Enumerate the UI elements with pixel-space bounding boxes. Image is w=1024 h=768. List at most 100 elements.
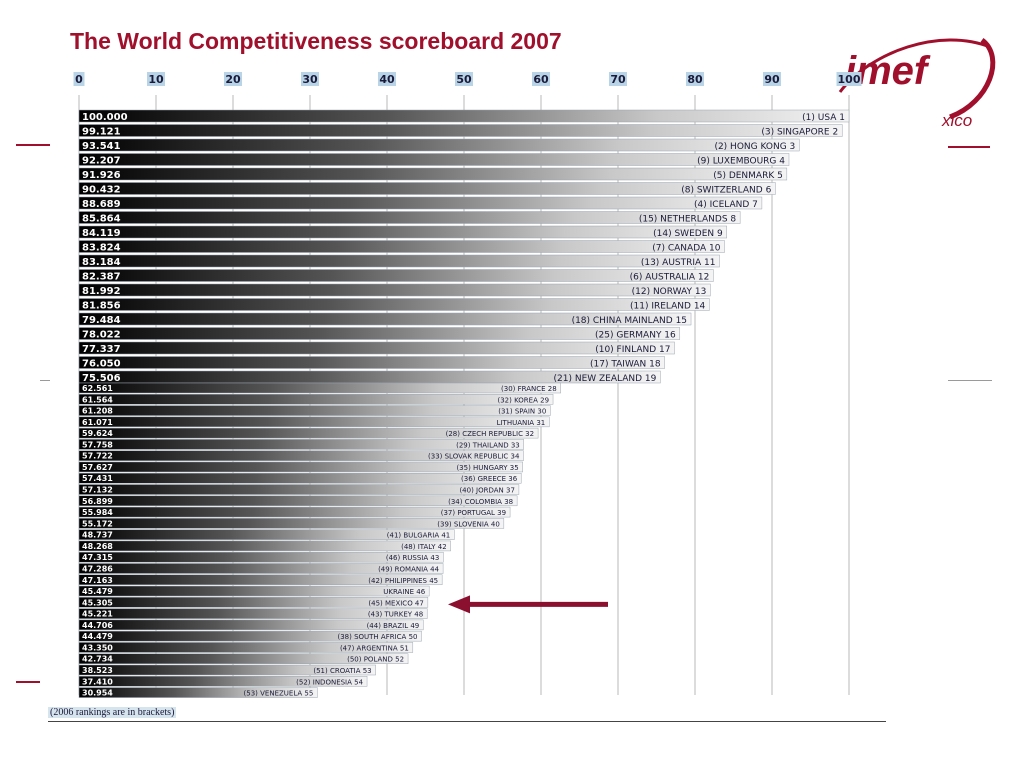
bar xyxy=(78,551,444,563)
bar-score-label: 57.431 xyxy=(82,474,113,483)
x-tick-label: 10 xyxy=(148,73,164,86)
bar xyxy=(78,312,692,326)
tick-label-bg xyxy=(609,72,627,86)
bar-score-label: 43.350 xyxy=(82,643,113,652)
bar xyxy=(78,439,524,450)
logo-subtext: xico xyxy=(941,111,972,130)
bar-score-label: 38.523 xyxy=(82,666,113,675)
bar-score-label: 48.737 xyxy=(82,531,113,540)
bar-country-label: (21) NEW ZEALAND 19 xyxy=(554,374,657,384)
tick-label-bg xyxy=(763,72,781,86)
right-accent-line-top xyxy=(948,146,990,148)
bar-score-label: 57.722 xyxy=(82,452,113,461)
tick-label-bg xyxy=(455,72,473,86)
bar-score-label: 88.689 xyxy=(82,199,121,210)
bar xyxy=(78,109,850,123)
bar-score-label: 48.268 xyxy=(82,542,113,551)
bar-score-label: 99.121 xyxy=(82,127,121,138)
bar xyxy=(78,254,720,268)
bar xyxy=(78,450,524,461)
bar xyxy=(78,495,518,507)
bar-country-label: (11) IRELAND 14 xyxy=(630,302,706,312)
bar xyxy=(78,676,368,687)
bar xyxy=(78,416,550,428)
bar xyxy=(78,642,414,653)
bar xyxy=(78,138,800,152)
bar-score-label: 93.541 xyxy=(82,141,121,152)
bar-score-label: 81.992 xyxy=(82,286,121,297)
bar-score-label: 62.561 xyxy=(82,384,113,393)
bar-country-label: (25) GERMANY 16 xyxy=(595,331,676,341)
bar-country-label: (14) SWEDEN 9 xyxy=(653,229,723,239)
x-tick-label: 60 xyxy=(533,73,549,86)
bar-country-label: (30) FRANCE 28 xyxy=(501,385,557,393)
x-tick-label: 100 xyxy=(838,73,861,86)
bar-country-label: (48) ITALY 42 xyxy=(401,543,447,551)
x-tick-label: 20 xyxy=(225,73,241,86)
bar-country-label: (7) CANADA 10 xyxy=(652,244,720,254)
bar-country-label: (47) ARGENTINA 51 xyxy=(340,644,409,652)
bar xyxy=(78,585,430,597)
bar-country-label: (51) CROATIA 53 xyxy=(313,667,371,675)
bar-score-label: 42.734 xyxy=(82,655,113,664)
bar-score-label: 30.954 xyxy=(82,689,113,698)
bar-country-label: (4) ICELAND 7 xyxy=(694,200,758,210)
bar-country-label: (28) CZECH REPUBLIC 32 xyxy=(446,430,535,438)
right-divider-line xyxy=(948,380,992,381)
highlight-arrow-head xyxy=(448,595,470,614)
bar xyxy=(78,563,444,574)
bar-score-label: 45.221 xyxy=(82,610,113,619)
bar-country-label: (46) RUSSIA 43 xyxy=(386,554,439,562)
bar xyxy=(78,687,318,698)
bar-country-label: (13) AUSTRIA 11 xyxy=(641,258,716,268)
bar-country-label: (1) USA 1 xyxy=(802,113,845,123)
x-tick-label: 80 xyxy=(687,73,703,86)
bar-country-label: (52) INDONESIA 54 xyxy=(296,678,363,686)
bar xyxy=(78,269,714,282)
bar xyxy=(78,653,409,664)
bar-score-label: 56.899 xyxy=(82,497,113,506)
bar xyxy=(78,240,725,253)
bar-country-label: (44) BRAZIL 49 xyxy=(367,622,420,630)
left-divider-line xyxy=(40,380,50,381)
bar-country-label: (12) NORWAY 13 xyxy=(632,287,707,297)
bar-country-label: (39) SLOVENIA 40 xyxy=(437,520,500,528)
bar-country-label: (29) THAILAND 33 xyxy=(456,441,520,449)
bar-country-label: (35) HUNGARY 35 xyxy=(456,464,518,472)
bar-country-label: (9) LUXEMBOURG 4 xyxy=(697,157,785,167)
x-tick-label: 50 xyxy=(456,73,472,86)
bar-country-label: (18) CHINA MAINLAND 15 xyxy=(572,316,687,326)
bar-score-label: 45.479 xyxy=(82,587,113,596)
bar-country-label: (33) SLOVAK REPUBLIC 34 xyxy=(428,453,520,461)
bar-country-label: (17) TAIWAN 18 xyxy=(590,360,661,370)
bar xyxy=(78,529,455,540)
bar-country-label: (37) PORTUGAL 39 xyxy=(441,509,506,517)
bar-country-label: LITHUANIA 31 xyxy=(497,419,546,427)
bar-score-label: 57.627 xyxy=(82,463,113,472)
bar-score-label: 75.506 xyxy=(82,373,121,384)
x-tick-label: 0 xyxy=(75,73,83,86)
x-tick-label: 90 xyxy=(764,73,780,86)
bar-score-label: 57.758 xyxy=(82,440,113,449)
bar-score-label: 47.163 xyxy=(82,576,113,585)
bar-score-label: 61.208 xyxy=(82,407,113,416)
bar-score-label: 81.856 xyxy=(82,301,121,312)
bar-score-label: 57.132 xyxy=(82,486,113,495)
bar xyxy=(78,382,561,394)
x-tick-label: 40 xyxy=(379,73,395,86)
bar xyxy=(78,540,451,552)
bar-score-label: 47.315 xyxy=(82,553,113,562)
bar-country-label: UKRAINE 46 xyxy=(383,588,425,596)
bottom-rule xyxy=(48,721,886,722)
x-tick-label: 30 xyxy=(302,73,318,86)
bar xyxy=(78,597,429,608)
bar-country-label: (8) SWITZERLAND 6 xyxy=(681,186,771,196)
bar xyxy=(78,153,790,166)
bar-score-label: 82.387 xyxy=(82,272,121,283)
bar xyxy=(78,341,675,355)
bar-country-label: (41) BULGARIA 41 xyxy=(387,532,450,540)
bar-score-label: 37.410 xyxy=(82,677,113,686)
tick-label-bg xyxy=(532,72,550,86)
bar-score-label: 78.022 xyxy=(82,330,121,341)
